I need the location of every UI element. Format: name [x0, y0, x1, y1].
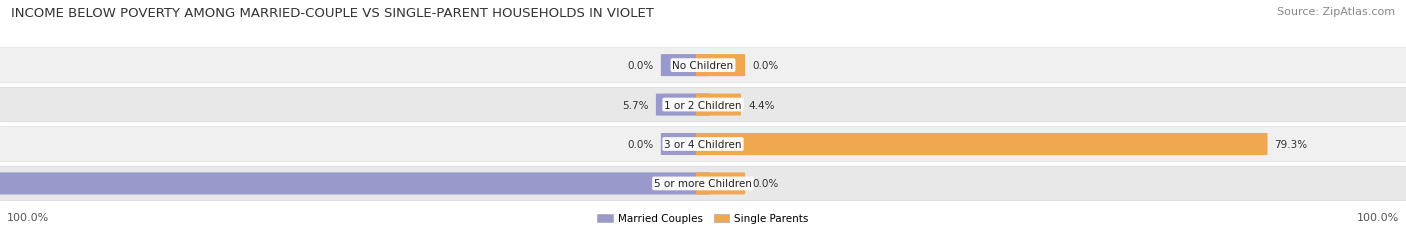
FancyBboxPatch shape — [661, 133, 710, 155]
Text: 1 or 2 Children: 1 or 2 Children — [664, 100, 742, 110]
FancyBboxPatch shape — [655, 94, 710, 116]
FancyBboxPatch shape — [0, 173, 710, 195]
Text: 4.4%: 4.4% — [748, 100, 775, 110]
Text: No Children: No Children — [672, 61, 734, 71]
FancyBboxPatch shape — [696, 94, 741, 116]
FancyBboxPatch shape — [696, 55, 745, 77]
Legend: Married Couples, Single Parents: Married Couples, Single Parents — [598, 213, 808, 224]
Text: 0.0%: 0.0% — [627, 139, 654, 149]
Text: 100.0%: 100.0% — [1357, 212, 1399, 222]
Text: 5.7%: 5.7% — [623, 100, 648, 110]
FancyBboxPatch shape — [661, 55, 710, 77]
Text: 3 or 4 Children: 3 or 4 Children — [664, 139, 742, 149]
Text: Source: ZipAtlas.com: Source: ZipAtlas.com — [1277, 7, 1395, 17]
FancyBboxPatch shape — [0, 166, 1406, 201]
Text: 79.3%: 79.3% — [1275, 139, 1308, 149]
FancyBboxPatch shape — [0, 127, 1406, 162]
FancyBboxPatch shape — [696, 173, 745, 195]
FancyBboxPatch shape — [696, 133, 1268, 155]
Text: 0.0%: 0.0% — [627, 61, 654, 71]
Text: 0.0%: 0.0% — [752, 61, 779, 71]
FancyBboxPatch shape — [0, 49, 1406, 83]
FancyBboxPatch shape — [0, 88, 1406, 122]
Text: 5 or more Children: 5 or more Children — [654, 179, 752, 189]
Text: 100.0%: 100.0% — [7, 212, 49, 222]
Text: 0.0%: 0.0% — [752, 179, 779, 189]
Text: INCOME BELOW POVERTY AMONG MARRIED-COUPLE VS SINGLE-PARENT HOUSEHOLDS IN VIOLET: INCOME BELOW POVERTY AMONG MARRIED-COUPL… — [11, 7, 654, 20]
